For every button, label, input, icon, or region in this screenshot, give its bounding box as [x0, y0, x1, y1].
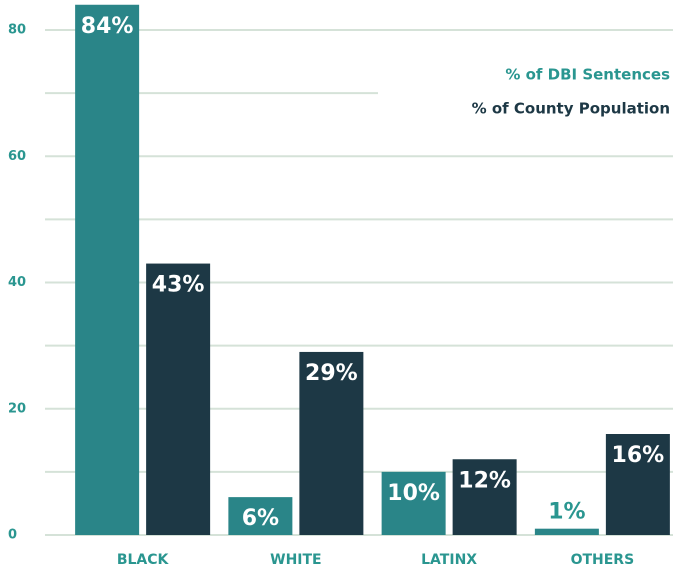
- bar: [534, 528, 599, 535]
- bar: [452, 459, 517, 535]
- y-tick-label: 60: [8, 149, 26, 164]
- bar: [381, 471, 446, 535]
- legend-entry: % of DBI Sentences: [505, 66, 670, 84]
- bar: [75, 4, 140, 535]
- value-label: 6%: [242, 506, 279, 531]
- y-tick-label: 80: [8, 23, 26, 38]
- value-label: 43%: [152, 273, 205, 298]
- bar: [146, 263, 211, 535]
- legend-entry: % of County Population: [472, 100, 670, 118]
- y-tick-label: 40: [8, 275, 26, 290]
- legend-background: [378, 58, 673, 128]
- value-label: 29%: [305, 361, 358, 386]
- x-tick-label: LATINX: [421, 552, 477, 568]
- y-tick-label: 20: [8, 401, 26, 416]
- value-label: 10%: [387, 481, 440, 506]
- value-label: 16%: [612, 443, 665, 468]
- x-tick-label: WHITE: [270, 552, 321, 568]
- y-tick-label: 0: [8, 528, 17, 543]
- bar: [228, 497, 293, 535]
- bar: [299, 351, 364, 535]
- x-tick-label: OTHERS: [571, 552, 635, 568]
- bar: [605, 434, 670, 535]
- value-label: 1%: [548, 500, 585, 525]
- value-label: 84%: [81, 14, 134, 39]
- value-label: 12%: [458, 468, 511, 493]
- x-tick-label: BLACK: [117, 552, 170, 568]
